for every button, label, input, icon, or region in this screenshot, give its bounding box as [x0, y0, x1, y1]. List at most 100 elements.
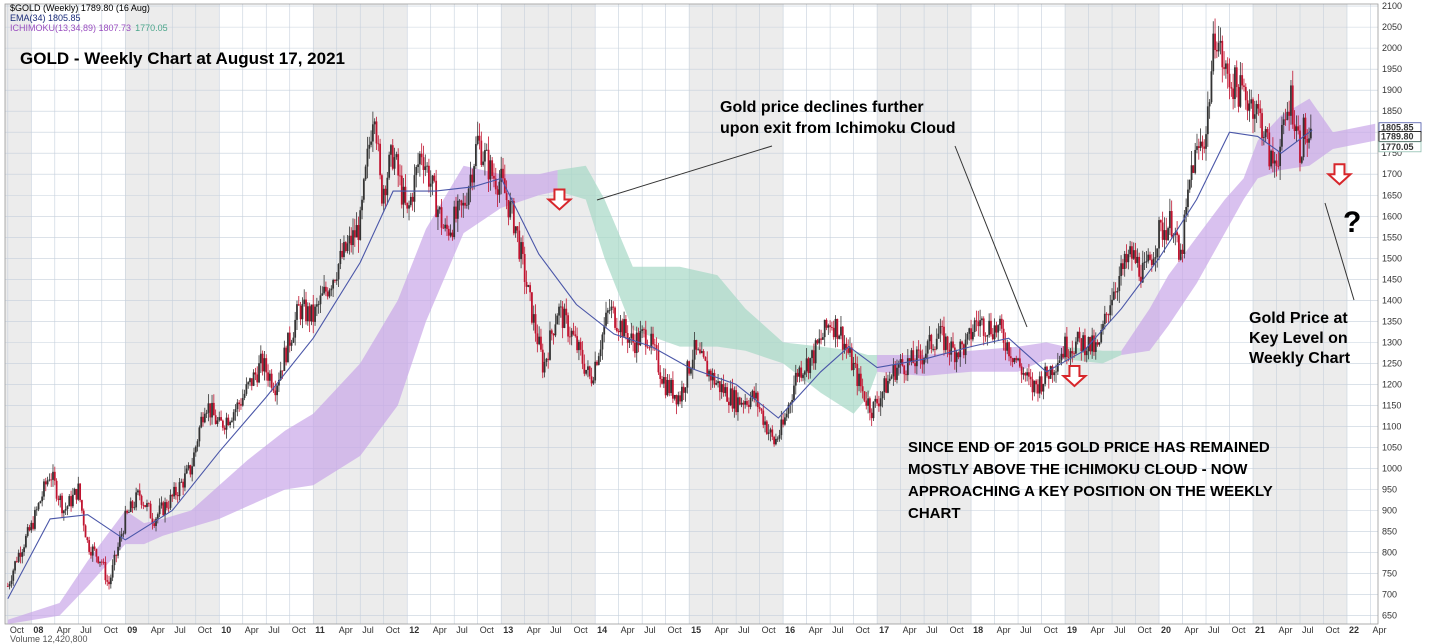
candle-up: [500, 168, 503, 182]
candle-up: [1255, 104, 1258, 115]
candle-down: [525, 281, 528, 287]
candle-up: [390, 145, 392, 155]
x-tick-label: Oct: [198, 625, 213, 635]
candle-up: [46, 480, 49, 485]
candle-down: [648, 347, 651, 349]
x-tick-label: Oct: [480, 625, 495, 635]
candle-up: [999, 318, 1001, 326]
candle-up: [1141, 262, 1144, 283]
candle-down: [1084, 335, 1086, 356]
x-tick-label: 18: [973, 625, 983, 635]
candle-up: [874, 398, 877, 402]
annotation-exit-cloud-line1: Gold price declines further: [720, 99, 924, 116]
down-arrow-icon: [1060, 365, 1089, 388]
candle-up: [1056, 362, 1059, 372]
candle-down: [274, 390, 277, 396]
candle-down: [1107, 314, 1110, 316]
candle-down: [541, 349, 544, 373]
candle-down: [903, 365, 906, 375]
candle-down: [93, 546, 96, 550]
candle-up: [639, 330, 642, 346]
candle-up: [740, 402, 743, 405]
candle-down: [735, 390, 738, 413]
candle-up: [135, 492, 138, 508]
candle-up: [200, 416, 203, 428]
candle-up: [520, 242, 522, 260]
candle-up: [1219, 40, 1222, 43]
candle-up: [1075, 341, 1077, 354]
candle-up: [187, 465, 190, 469]
candle-down: [480, 140, 483, 165]
candle-up: [37, 503, 40, 510]
x-tick-label: Apr: [433, 625, 447, 635]
candle-down: [214, 415, 217, 424]
candle-up: [749, 397, 752, 407]
candle-up: [720, 384, 723, 393]
y-tick-label: 1400: [1382, 295, 1402, 305]
candle-up: [1017, 358, 1019, 361]
candle-up: [599, 349, 602, 357]
x-tick-label: 16: [785, 625, 795, 635]
x-tick-label: Apr: [809, 625, 823, 635]
candle-up: [666, 379, 669, 396]
candle-up: [973, 320, 976, 332]
candle-up: [332, 280, 335, 289]
candle-up: [1188, 179, 1191, 190]
candle-up: [711, 372, 714, 381]
candle-down: [659, 372, 662, 379]
candle-up: [99, 561, 101, 563]
candle-up: [382, 188, 385, 204]
y-tick-label: 1650: [1382, 190, 1402, 200]
candle-up: [314, 306, 316, 322]
candle-down: [1149, 254, 1151, 260]
candle-down: [957, 352, 960, 358]
candle-up: [971, 331, 974, 340]
candle-up: [937, 333, 940, 339]
candle-up: [1308, 138, 1310, 143]
candle-down: [1306, 138, 1309, 143]
candle-down: [88, 540, 91, 552]
candle-up: [178, 482, 181, 497]
candle-down: [1284, 119, 1287, 121]
candle-up: [424, 166, 427, 170]
candle-down: [919, 350, 922, 359]
candle-down: [943, 326, 945, 351]
candle-up: [473, 166, 475, 183]
candle-down: [718, 381, 721, 393]
candle-down: [1228, 73, 1231, 88]
candle-up: [932, 348, 935, 350]
candle-up: [437, 209, 439, 218]
candle-up: [619, 320, 622, 333]
candle-down: [391, 145, 394, 169]
candle-down: [15, 561, 18, 563]
candle-up: [164, 502, 166, 516]
candle-down: [86, 537, 89, 541]
candle-up: [290, 342, 293, 346]
candle-down: [288, 332, 291, 346]
candle-up: [1118, 276, 1121, 292]
candle-down: [634, 342, 636, 354]
candle-up: [867, 398, 869, 406]
candle-down: [182, 481, 185, 488]
x-tick-label: Apr: [1279, 625, 1293, 635]
candle-up: [444, 224, 447, 229]
candle-down: [1080, 338, 1083, 352]
candle-up: [849, 347, 851, 353]
annotation-key-level-line3: Weekly Chart: [1249, 350, 1351, 367]
candle-up: [216, 420, 219, 424]
candle-up: [203, 413, 206, 423]
candle-up: [670, 379, 672, 394]
candle-up: [77, 483, 80, 500]
candle-up: [194, 446, 197, 453]
candle-up: [780, 419, 783, 436]
candle-down: [397, 154, 400, 176]
candle-down: [637, 332, 640, 346]
candle-up: [279, 370, 282, 380]
candle-down: [905, 374, 907, 376]
candle-down: [863, 391, 866, 401]
legend-ichimoku: ICHIMOKU(13,34,89) 1807.73 1770.05: [10, 23, 168, 33]
candle-down: [652, 333, 654, 345]
x-tick-label: Jul: [644, 625, 656, 635]
x-tick-label: Jul: [456, 625, 468, 635]
candle-down: [1170, 211, 1173, 237]
